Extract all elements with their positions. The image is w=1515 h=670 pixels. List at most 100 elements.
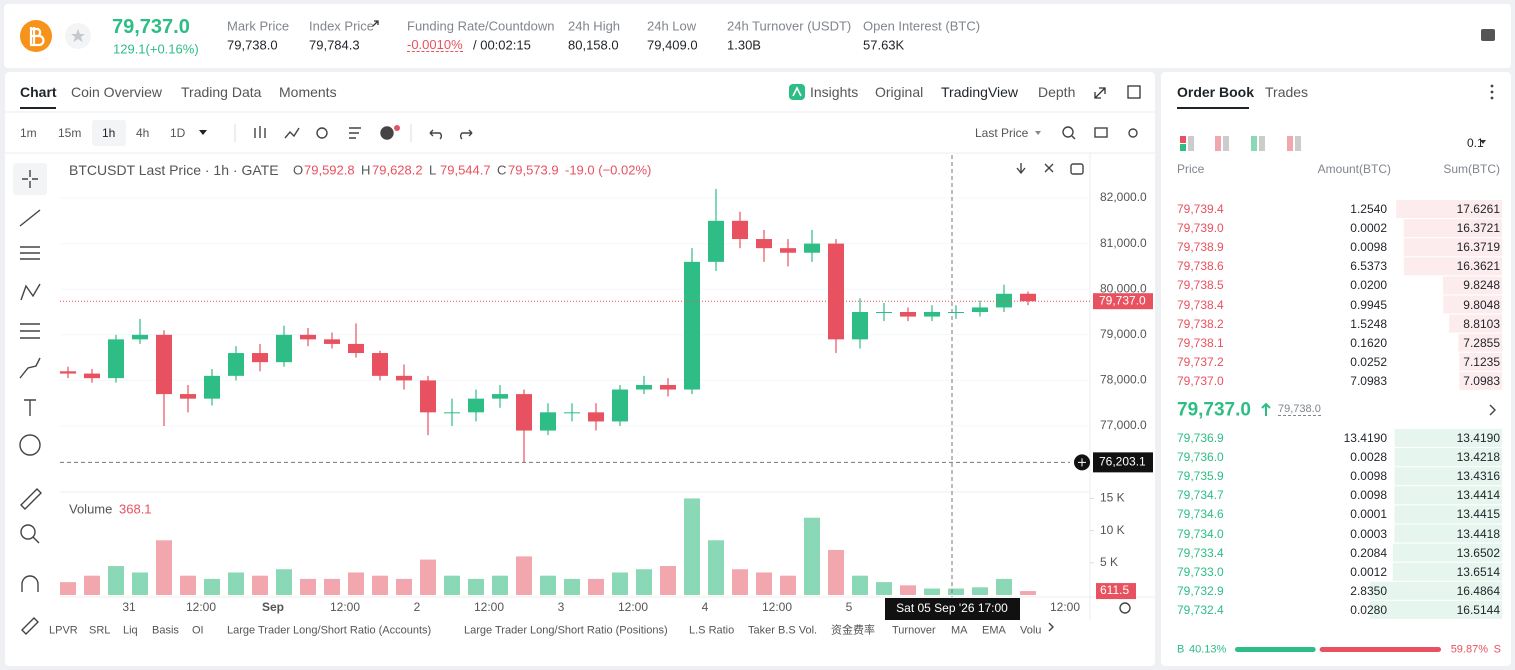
view-tab[interactable]: Insights [810,84,859,100]
amount: 0.0028 [1350,450,1387,465]
indicator[interactable]: SRL [89,624,111,637]
amount: 0.0002 [1350,221,1387,236]
indicator[interactable]: Basis [152,624,179,637]
depth-bar [1394,486,1502,505]
indicator[interactable]: LPVR [49,624,78,637]
price: 79,734.7 [1177,488,1224,503]
precision[interactable]: 0.1 [1467,136,1484,150]
amount: 0.0098 [1350,488,1387,503]
interval[interactable]: 1h [102,126,116,140]
volume-bar [972,587,988,595]
indicator[interactable]: Liq [123,624,138,637]
interval[interactable]: 15m [58,126,82,140]
volume-last-tag [1096,583,1136,600]
indicator[interactable]: L.S Ratio [689,624,735,637]
legend-key: L [429,162,437,178]
tab[interactable]: Chart [20,84,57,100]
indicator[interactable]: Volu [1020,624,1042,637]
price: 79,733.4 [1177,545,1224,560]
tab[interactable]: Trading Data [181,84,262,100]
tab[interactable]: Coin Overview [71,84,163,100]
amount: 0.0098 [1350,469,1387,484]
buy-ratio-bar [1235,647,1316,652]
volume-bar [900,585,916,595]
price: 79,738.6 [1177,259,1224,274]
candle-body [156,334,172,395]
candle-body [492,394,508,399]
legend-value: 79,544.7 [440,162,491,178]
tab[interactable]: Moments [279,84,337,100]
volume-bar [660,566,676,595]
crosshair-time-tag [885,598,1020,620]
price: 79,738.2 [1177,316,1224,331]
x-tick-label: 12:00 [762,600,792,614]
price-source[interactable]: Last Price [975,126,1029,140]
price: 79,738.1 [1177,335,1224,350]
stat-label: 24h High [568,18,621,34]
candle-body [324,339,340,344]
tab[interactable]: Trades [1265,84,1309,100]
volume-bar [372,575,388,595]
price: 79,732.9 [1177,583,1224,598]
volume-bar [708,540,724,595]
volume-tick-label: 10 K [1100,523,1125,537]
amount: 0.0098 [1350,240,1387,255]
candle-body [828,243,844,340]
stat-value: -0.0010% [407,37,463,52]
view-tab[interactable]: Original [875,84,924,100]
depth-bar [1403,238,1502,257]
amount: 0.2084 [1350,545,1387,560]
indicator[interactable]: MA [951,624,968,637]
volume-tick-label: 15 K [1100,491,1125,505]
buy-ratio: 40.13% [1189,643,1227,656]
indicator[interactable]: Large Trader Long/Short Ratio (Accounts) [227,624,432,637]
amount: 0.0280 [1350,602,1387,617]
amount: 0.0252 [1350,354,1387,369]
depth-bar [1370,581,1502,600]
column-header: Amount(BTC) [1317,162,1391,176]
column-header: Sum(BTC) [1443,162,1500,176]
interval[interactable]: 4h [136,126,150,140]
view-tab[interactable]: TradingView [941,84,1019,100]
volume-bar [588,578,604,595]
amount: 1.2540 [1350,202,1387,216]
sell-label: S [1493,643,1501,656]
volume-bar [564,578,580,595]
indicator[interactable]: Large Trader Long/Short Ratio (Positions… [464,624,668,637]
interval[interactable]: 1m [20,126,37,140]
depth-bar [1459,352,1502,371]
sum: 13.4218 [1456,450,1500,465]
candle-body [660,384,676,390]
indicator[interactable]: Turnover [892,624,936,637]
x-tick-label: 12:00 [618,600,648,614]
indicator[interactable]: OI [192,624,204,637]
amount: 0.9945 [1350,297,1387,312]
legend-change: -19.0 (−0.02%) [565,162,652,178]
candle-body [468,398,484,413]
price: 79,738.5 [1177,278,1224,293]
amount: 2.8350 [1350,583,1387,598]
volume-bar [252,575,268,595]
volume-bar [828,549,844,595]
view-tab[interactable]: Depth [1038,84,1076,100]
tab[interactable]: Order Book [1177,84,1255,100]
volume-bar [420,559,436,595]
volume-bar [684,498,700,595]
volume-bar [876,582,892,595]
candle-body [276,334,292,363]
price: 79,738.4 [1177,297,1224,312]
volume-bar [852,575,868,595]
depth-bar [1449,314,1502,333]
volume-bar [948,588,964,595]
last-price-label: 79,737.0 [1099,293,1146,307]
indicator[interactable]: 资金费率 [831,624,875,637]
volume-bar [276,569,292,595]
depth-bar [1394,448,1502,467]
sum: 17.6261 [1456,202,1500,216]
x-tick-label: Sep [262,600,284,614]
volume-value: 368.1 [119,501,152,517]
interval[interactable]: 1D [170,126,186,140]
indicator[interactable]: Taker B.S Vol. [748,624,818,637]
indicator[interactable]: EMA [982,624,1006,637]
